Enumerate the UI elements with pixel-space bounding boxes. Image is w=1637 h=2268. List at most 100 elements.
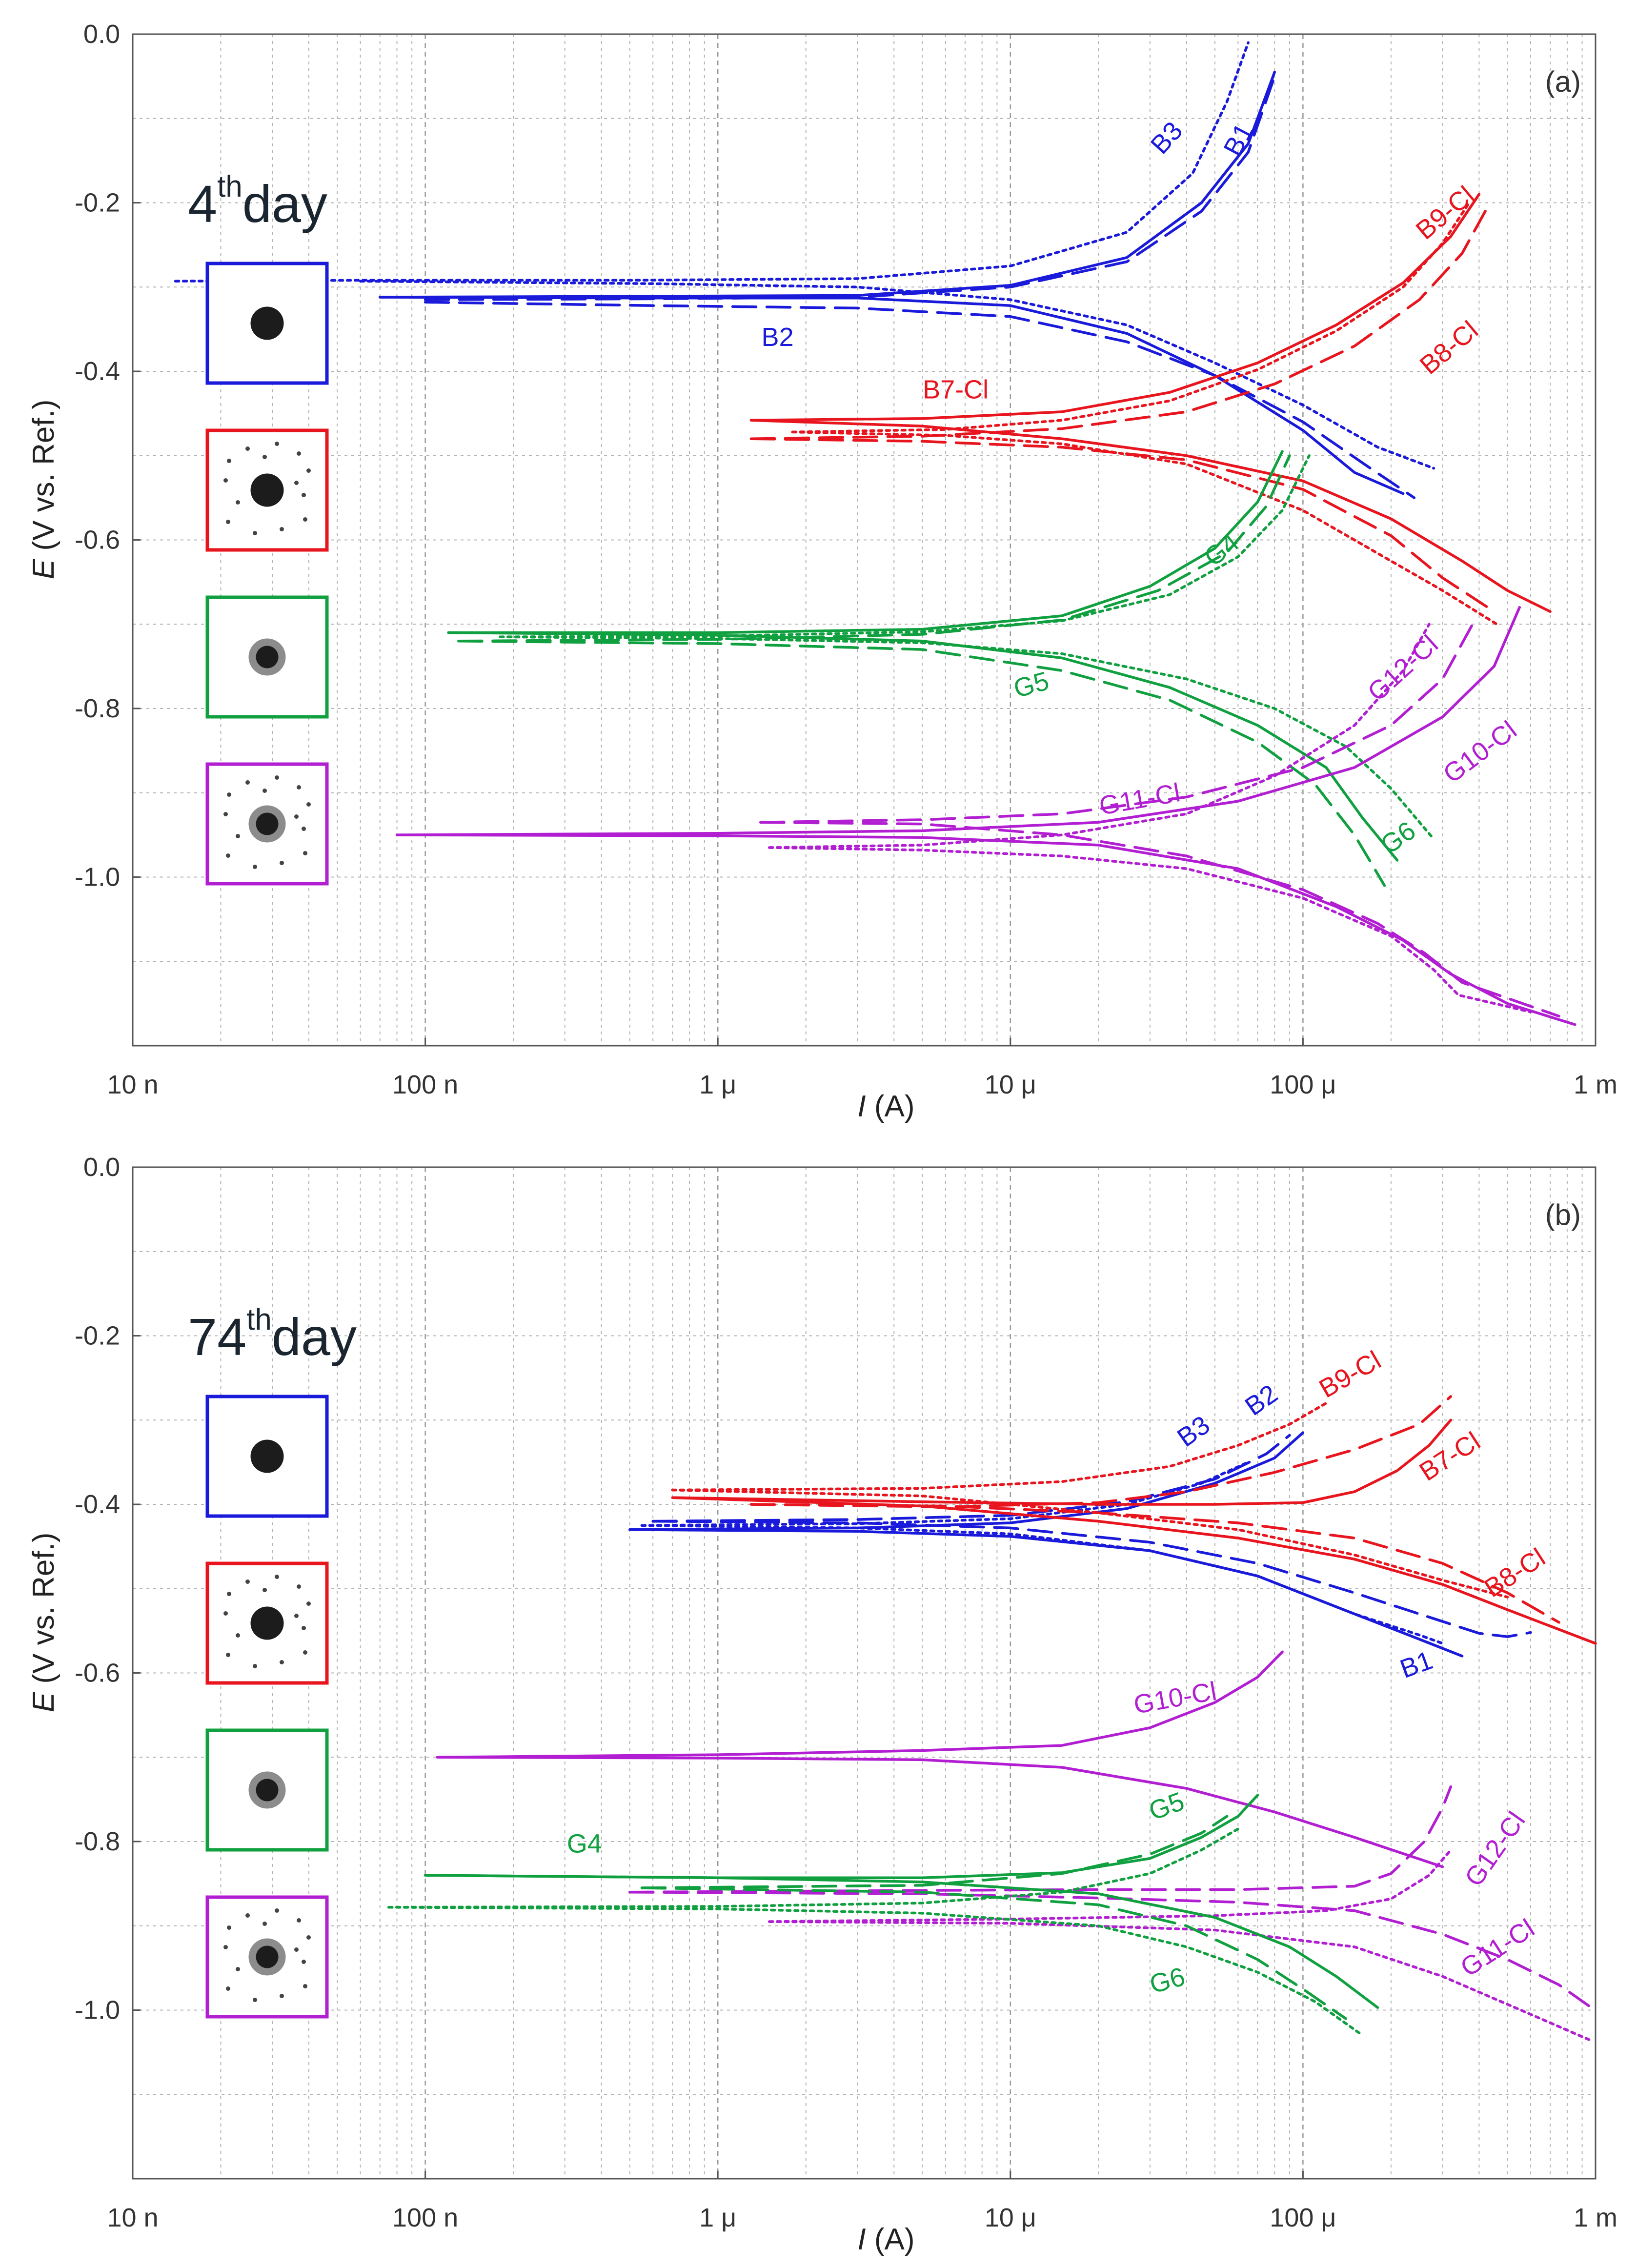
curve-label-b7-cl: B7-Cl xyxy=(923,375,989,404)
legend-speck xyxy=(303,851,307,855)
series-b3-anodic xyxy=(640,1460,1250,1527)
day-title: 4thday xyxy=(188,170,327,233)
series-g12-cl-anodic xyxy=(768,623,1431,849)
x-tick-label: 10 n xyxy=(107,2203,158,2232)
series-g10-cl-anodic xyxy=(436,1650,1284,1759)
series-b2-anodic xyxy=(651,1434,1291,1523)
x-tick-label: 10 μ xyxy=(985,2203,1036,2232)
y-tick-label: -1.0 xyxy=(75,863,120,892)
y-tick-label: -0.6 xyxy=(75,526,120,555)
series-group xyxy=(387,1395,1597,2041)
legend-speck xyxy=(302,1960,306,1964)
x-tick-label: 1 μ xyxy=(699,1070,736,1099)
series-b3-cathodic xyxy=(359,280,1435,470)
legend-b-cl xyxy=(205,428,329,552)
series-g11-cl-cathodic xyxy=(759,821,1560,1018)
legend-speck xyxy=(280,1994,284,1998)
legend-speck xyxy=(236,500,240,505)
legend-speck xyxy=(226,853,230,858)
legend-g xyxy=(205,595,329,719)
legend-speck xyxy=(227,459,231,463)
series-b3-anodic xyxy=(174,41,1250,283)
legend-speck xyxy=(275,775,279,780)
x-tick-label: 100 n xyxy=(392,1070,458,1099)
legend-g-cl xyxy=(205,1895,329,2019)
legend-b-cl xyxy=(205,1561,329,1685)
legend-speck xyxy=(263,1588,267,1592)
legend-speck xyxy=(280,527,284,531)
series-b1-anodic xyxy=(378,70,1276,299)
legend-speck xyxy=(236,834,240,838)
series-g5-cathodic xyxy=(457,640,1386,887)
legend-speck xyxy=(226,1986,230,1991)
series-group xyxy=(174,41,1576,1026)
legend-speck xyxy=(275,1908,279,1913)
legend-core xyxy=(250,306,284,340)
legend-core xyxy=(250,473,284,507)
x-tick-label: 10 n xyxy=(107,1070,158,1099)
legend-g-cl xyxy=(205,762,329,886)
legend-speck xyxy=(227,1925,231,1930)
series-g10-cl-cathodic xyxy=(436,1756,1444,1868)
y-axis-title: E (V vs. Ref.) xyxy=(27,400,61,580)
series-g4-cathodic xyxy=(424,1874,1379,2009)
legend-speck xyxy=(226,520,230,524)
legend-speck xyxy=(306,468,311,473)
legend-box xyxy=(205,1395,329,1518)
legend-speck xyxy=(297,1584,301,1589)
series-g12-cl-cathodic xyxy=(768,1920,1591,2041)
legend-core xyxy=(256,812,279,835)
legend-speck xyxy=(294,481,299,485)
legend-speck xyxy=(280,1660,284,1664)
series-g10-cl-anodic xyxy=(395,606,1521,836)
legend-core xyxy=(256,1945,279,1968)
y-tick-label: 0.0 xyxy=(83,20,120,49)
y-tick-label: -0.8 xyxy=(75,1827,120,1856)
legend-speck xyxy=(306,802,311,807)
legend-speck xyxy=(263,1922,267,1926)
series-b2-cathodic xyxy=(424,301,1416,499)
series-b9-cl-anodic xyxy=(791,201,1471,434)
series-g11-cl-cathodic xyxy=(628,1890,1591,2007)
x-tick-label: 100 μ xyxy=(1270,1070,1336,1099)
legend-speck xyxy=(294,1614,299,1618)
legend-speck xyxy=(294,814,299,819)
legend-g xyxy=(205,1728,329,1852)
x-tick-label: 10 μ xyxy=(985,1070,1036,1099)
legend-speck xyxy=(236,1967,240,1971)
legend-speck xyxy=(280,861,284,865)
series-b8-cl-anodic xyxy=(749,210,1487,440)
legend-core xyxy=(250,1439,284,1473)
legend-speck xyxy=(253,1664,257,1668)
series-b7-cl-anodic xyxy=(671,1418,1453,1506)
legend-speck xyxy=(245,1580,250,1584)
legend-speck xyxy=(223,812,228,816)
panel-label: (b) xyxy=(1545,1198,1581,1231)
legend-speck xyxy=(306,1935,311,1940)
series-g6-anodic xyxy=(498,454,1311,638)
y-tick-label: -0.4 xyxy=(75,357,120,386)
y-tick-label: -0.4 xyxy=(75,1490,120,1519)
legend-speck xyxy=(297,785,301,790)
legend-speck xyxy=(245,446,250,451)
legend-speck xyxy=(245,1913,250,1918)
y-tick-label: -0.8 xyxy=(75,694,120,723)
y-tick-label: 0.0 xyxy=(83,1153,120,1182)
y-axis-title: E (V vs. Ref.) xyxy=(27,1533,61,1713)
series-g6-cathodic xyxy=(387,1905,1364,2037)
series-g6-cathodic xyxy=(498,635,1435,841)
curve-label-b2: B2 xyxy=(762,323,794,352)
y-tick-label: -0.2 xyxy=(75,188,120,218)
series-g5-anodic xyxy=(640,1815,1229,1889)
series-b1-anodic xyxy=(628,1431,1305,1531)
legend-speck xyxy=(303,1650,307,1655)
legend-speck xyxy=(297,451,301,456)
series-b3-cathodic xyxy=(640,1524,1444,1645)
series-b9-cl-anodic xyxy=(671,1401,1328,1492)
series-g11-cl-anodic xyxy=(628,1785,1453,1894)
legend-speck xyxy=(253,1998,257,2002)
x-tick-label: 1 m xyxy=(1574,1070,1617,1099)
legend-b xyxy=(205,1395,329,1518)
series-g5-cathodic xyxy=(640,1886,1347,2020)
legend-speck xyxy=(253,865,257,869)
